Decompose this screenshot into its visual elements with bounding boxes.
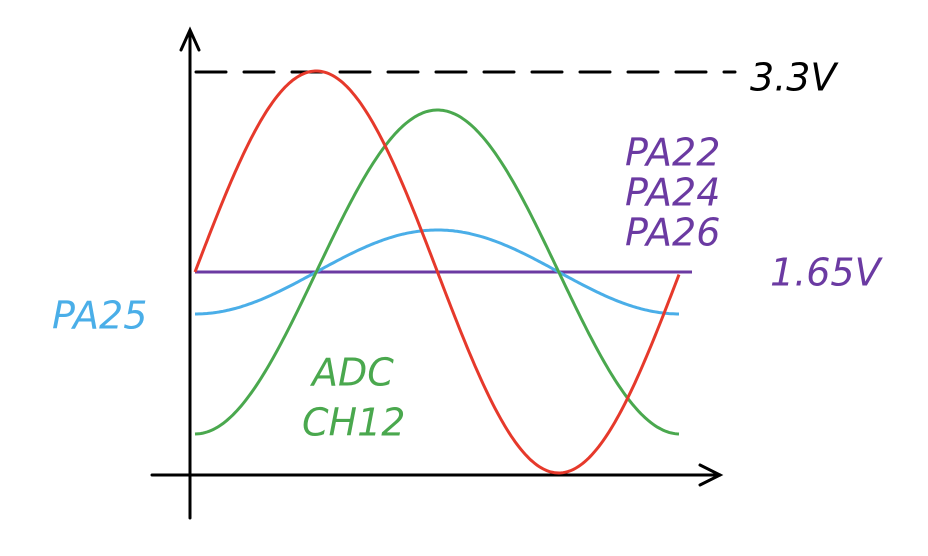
signal-wave <box>193 69 681 475</box>
pa25-label: PA25 <box>52 294 147 338</box>
pin-label: PA24 <box>625 171 720 215</box>
adc-label: ADC <box>309 351 394 395</box>
pin-label: PA26 <box>625 211 720 255</box>
adc-wave <box>194 108 680 436</box>
vmid-label: 1.65V <box>770 251 884 295</box>
adc-label: CH12 <box>302 401 405 445</box>
y-arrow <box>179 26 201 52</box>
vmax-label: 3.3V <box>750 56 839 100</box>
pin-label: PA22 <box>625 131 720 175</box>
x-arrow <box>698 463 724 487</box>
axes <box>150 26 737 520</box>
pa25-wave <box>195 228 679 316</box>
